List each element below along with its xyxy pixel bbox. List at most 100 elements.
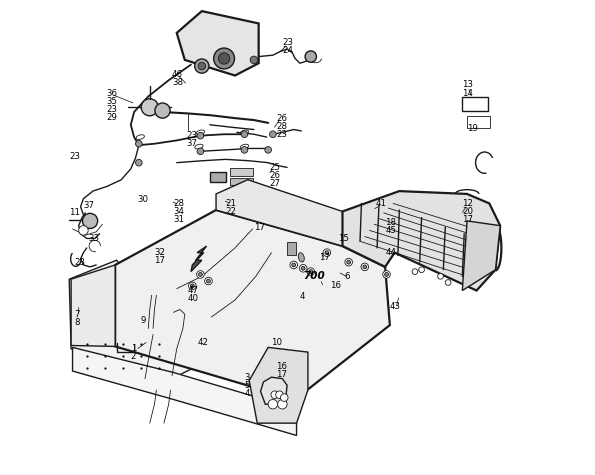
Polygon shape [71, 265, 115, 346]
Circle shape [280, 394, 288, 401]
Text: 47: 47 [187, 286, 199, 295]
Polygon shape [115, 210, 390, 399]
Circle shape [195, 59, 209, 73]
Circle shape [383, 271, 390, 278]
Text: 2: 2 [131, 352, 136, 361]
Text: 9: 9 [140, 316, 146, 325]
Circle shape [197, 148, 203, 155]
Text: 37: 37 [83, 201, 95, 210]
Circle shape [412, 269, 418, 275]
Circle shape [196, 271, 204, 278]
Polygon shape [462, 221, 500, 291]
Text: 7: 7 [74, 310, 80, 319]
Text: 14: 14 [462, 88, 473, 97]
Circle shape [384, 273, 389, 276]
Text: 23: 23 [186, 131, 197, 140]
Circle shape [189, 282, 196, 290]
Text: 17: 17 [319, 253, 330, 262]
Text: 27: 27 [269, 179, 280, 188]
Text: 23: 23 [107, 104, 118, 114]
Circle shape [198, 62, 206, 70]
Circle shape [268, 399, 278, 409]
Text: 17: 17 [155, 256, 165, 265]
Text: 39: 39 [205, 34, 216, 43]
Text: 4: 4 [245, 389, 250, 398]
Text: 21: 21 [226, 199, 236, 208]
Text: 20: 20 [462, 207, 473, 216]
Text: 26: 26 [269, 171, 280, 180]
Circle shape [445, 280, 451, 285]
Circle shape [270, 131, 276, 138]
Circle shape [345, 258, 352, 266]
Circle shape [278, 399, 287, 409]
Text: 25: 25 [269, 163, 280, 172]
Text: 17: 17 [254, 223, 265, 232]
Text: 11: 11 [69, 209, 80, 218]
Text: 10: 10 [271, 338, 283, 347]
Circle shape [325, 251, 329, 255]
Circle shape [290, 261, 298, 269]
Text: 12: 12 [462, 199, 473, 208]
Text: 30: 30 [137, 195, 148, 204]
Circle shape [197, 133, 203, 139]
Text: 42: 42 [197, 338, 208, 347]
Circle shape [301, 266, 305, 270]
Text: 32: 32 [155, 248, 165, 257]
Text: 700: 700 [303, 271, 325, 281]
Circle shape [214, 48, 234, 69]
Polygon shape [177, 11, 259, 76]
Text: 46: 46 [172, 70, 183, 78]
Text: 34: 34 [173, 207, 184, 216]
Text: 28: 28 [173, 199, 184, 208]
Circle shape [136, 141, 142, 147]
Circle shape [199, 273, 202, 276]
Circle shape [309, 270, 312, 274]
Circle shape [307, 268, 315, 276]
Polygon shape [69, 260, 201, 379]
Text: 43: 43 [390, 302, 401, 311]
Text: 17: 17 [276, 370, 287, 379]
Text: 41: 41 [375, 199, 387, 208]
Text: 18: 18 [385, 218, 396, 227]
Text: 37: 37 [186, 139, 197, 148]
Text: 40: 40 [187, 294, 199, 303]
Text: 29: 29 [107, 113, 117, 122]
Circle shape [438, 274, 443, 279]
Text: 23: 23 [276, 130, 287, 139]
Text: 23: 23 [74, 257, 85, 266]
Ellipse shape [298, 253, 304, 262]
Circle shape [361, 263, 368, 271]
Circle shape [292, 263, 296, 267]
Text: 23: 23 [69, 152, 80, 161]
Text: 35: 35 [107, 96, 118, 105]
Circle shape [83, 213, 98, 228]
Bar [230, 168, 253, 176]
Circle shape [155, 103, 170, 118]
Circle shape [363, 265, 367, 269]
Bar [462, 97, 488, 111]
Text: 24: 24 [283, 46, 293, 55]
Bar [467, 116, 490, 128]
Text: 16: 16 [330, 281, 341, 290]
Circle shape [241, 131, 248, 138]
Text: 23: 23 [283, 38, 293, 47]
Circle shape [419, 267, 424, 273]
Text: 17: 17 [462, 215, 473, 224]
Text: 13: 13 [462, 80, 473, 89]
Circle shape [241, 147, 248, 153]
Circle shape [299, 265, 307, 272]
Text: 33: 33 [88, 234, 99, 243]
Bar [287, 242, 296, 256]
Text: 44: 44 [205, 26, 216, 35]
Circle shape [265, 147, 271, 153]
Polygon shape [73, 347, 296, 436]
Polygon shape [216, 180, 394, 267]
Bar [230, 178, 253, 185]
Text: 38: 38 [172, 77, 183, 86]
Circle shape [205, 277, 212, 285]
Circle shape [271, 391, 278, 399]
Text: 6: 6 [344, 272, 349, 281]
Text: 3: 3 [245, 373, 250, 382]
Text: 36: 36 [107, 88, 118, 97]
Bar [211, 171, 226, 182]
